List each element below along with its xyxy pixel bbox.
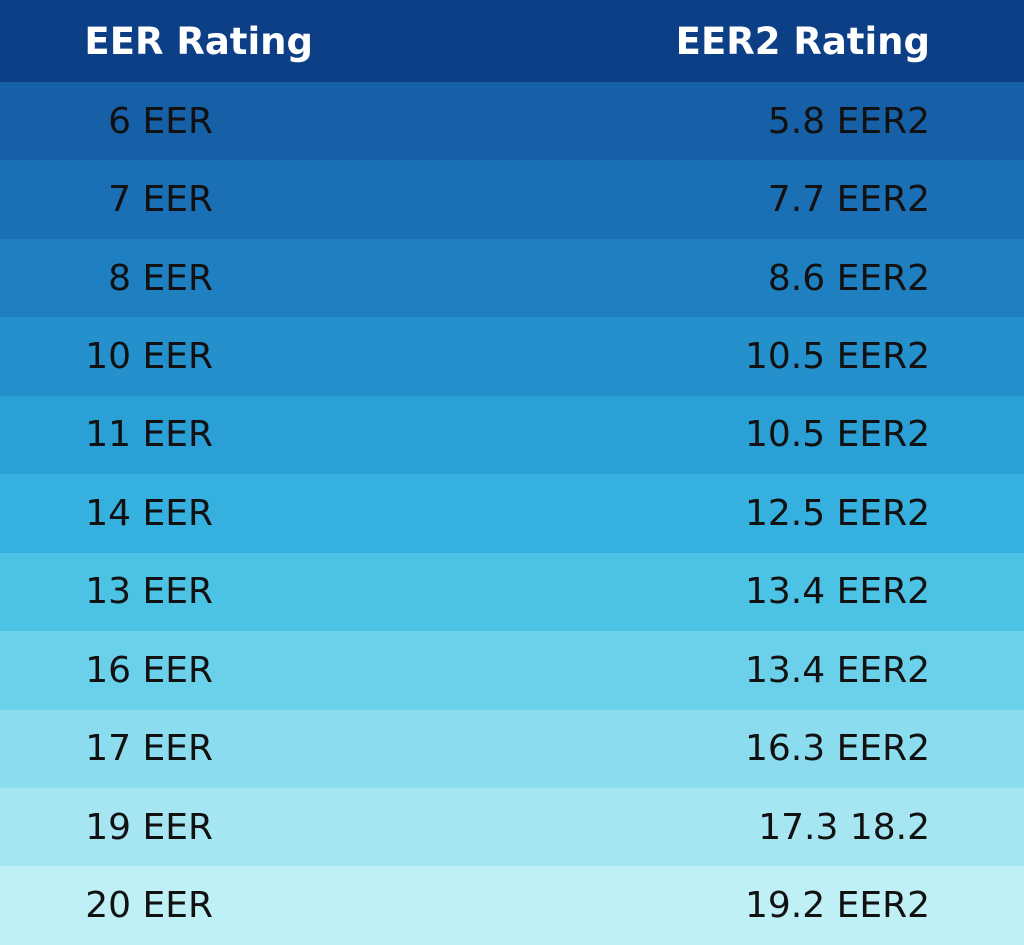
table-cell: 7 EER (108, 179, 213, 221)
table-cell: 11 EER (85, 414, 213, 456)
table-cell: 10 EER (85, 336, 213, 378)
table-cell: 12.5 EER2 (744, 492, 930, 534)
table-cell: 10.5 EER2 (744, 414, 930, 456)
table-row: 16 EER 13.4 EER2 (0, 631, 1024, 710)
header-cell: EER2 Rating (675, 19, 930, 63)
table-cell: 7.7 EER2 (767, 179, 930, 221)
table-row: 20 EER 19.2 EER2 (0, 866, 1024, 945)
table-cell: 6 EER (108, 100, 213, 142)
table-row: 13 EER 13.4 EER2 (0, 552, 1024, 632)
table-cell: 17 EER (85, 728, 213, 770)
table-row: 7 EER 7.7 EER2 (0, 160, 1024, 239)
table-row: 17 EER 16.3 EER2 (0, 709, 1024, 788)
header-row: EER Rating EER2 Rating (0, 0, 1024, 82)
table-cell: 13 EER (85, 571, 213, 613)
table-row: 8 EER 8.6 EER2 (0, 238, 1024, 318)
table-cell: 5.8 EER2 (767, 100, 930, 142)
table-cell: 17.3 18.2 (758, 806, 930, 848)
table-cell: 16 EER (85, 649, 213, 691)
table-cell: 19.2 EER2 (744, 885, 930, 927)
table-cell: 14 EER (85, 492, 213, 534)
header-cell: EER Rating (84, 19, 313, 63)
table-row: 14 EER 12.5 EER2 (0, 474, 1024, 553)
table-cell: 8 EER (108, 257, 213, 299)
table-cell: 20 EER (85, 885, 213, 927)
table-cell: 10.5 EER2 (744, 336, 930, 378)
table-cell: 8.6 EER2 (767, 257, 930, 299)
table-row: 19 EER 17.3 18.2 (0, 787, 1024, 867)
table-row: 6 EER 5.8 EER2 (0, 82, 1024, 161)
table-cell: 13.4 EER2 (744, 649, 930, 691)
table-cell: 19 EER (85, 806, 213, 848)
table-row: 11 EER 10.5 EER2 (0, 395, 1024, 475)
table-row: 10 EER 10.5 EER2 (0, 317, 1024, 396)
table-cell: 16.3 EER2 (744, 728, 930, 770)
table-cell: 13.4 EER2 (744, 571, 930, 613)
